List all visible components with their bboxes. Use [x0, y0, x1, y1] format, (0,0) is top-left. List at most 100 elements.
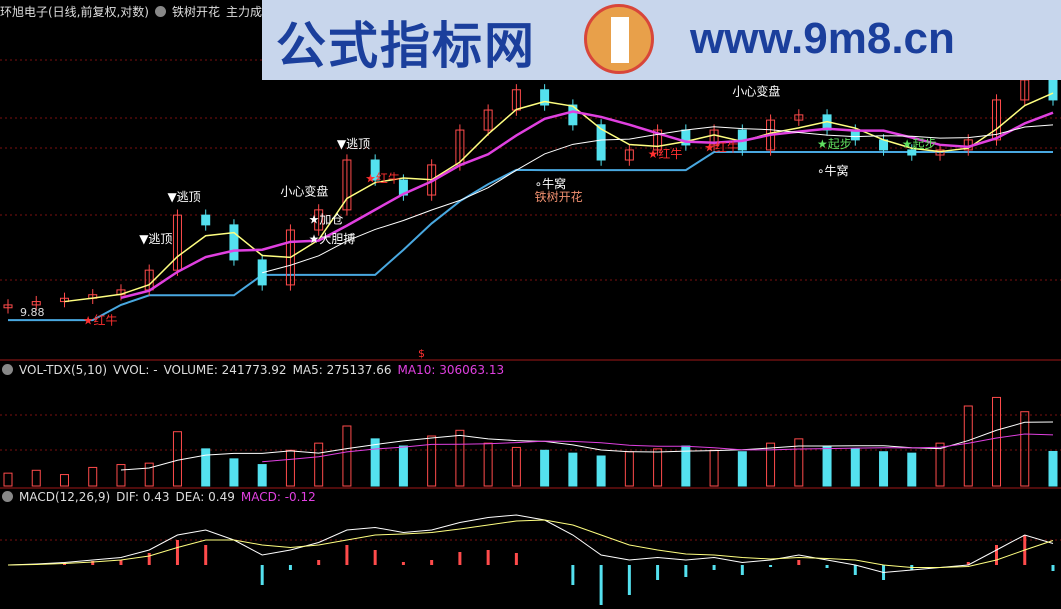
- signal-annotation: ★起步: [902, 137, 937, 151]
- volume-bar: [540, 449, 550, 487]
- candle-body: [1048, 79, 1058, 101]
- signal-annotation: ∘牛窝: [817, 163, 849, 178]
- volume-header: VOL-TDX(5,10) VVOL: - VOLUME: 241773.92 MA5…: [2, 363, 510, 377]
- candle-body: [992, 99, 1002, 141]
- stock-title: 环旭电子(日线,前复权,对数): [0, 5, 149, 19]
- volume-bar: [822, 445, 832, 487]
- signal-annotation: ★起步: [817, 137, 852, 151]
- volume-bar: [963, 405, 973, 487]
- volume-bar: [709, 449, 719, 487]
- ma-mid-line: [120, 110, 1054, 300]
- signal-annotation: ∘牛窝: [535, 176, 567, 191]
- volume-bar: [794, 438, 804, 487]
- candle-body: [229, 224, 239, 261]
- volume-bar: [3, 472, 13, 487]
- volume-menu-icon[interactable]: [2, 364, 13, 375]
- signal-annotation: ★红牛: [704, 139, 739, 154]
- volume-bar: [879, 451, 889, 487]
- signal-annotation: 小心变盘: [280, 183, 328, 198]
- volume-bar: [1020, 411, 1030, 487]
- volume-bar: [653, 448, 663, 487]
- ma10-value: MA10: 306063.13: [397, 363, 505, 377]
- signal-annotation: 铁树开花: [535, 189, 583, 204]
- volume-bar: [370, 438, 380, 487]
- signal-annotation: ★红牛: [83, 313, 118, 328]
- signal-annotation: 小心变盘: [732, 83, 780, 98]
- volume-bar: [88, 466, 98, 487]
- watermark-banner: 公式指标网 www.9m8.cn: [262, 0, 1061, 80]
- ma-long-line: [262, 124, 1054, 274]
- main-header: 环旭电子(日线,前复权,对数) 铁树开花 主力成本: [0, 3, 280, 20]
- candle-body: [172, 214, 182, 271]
- candle-body: [3, 304, 13, 309]
- support-line: [8, 151, 1053, 322]
- signal-annotation: ★红牛: [648, 146, 683, 161]
- indicator-name: 铁树开花: [172, 5, 221, 19]
- candle-body: [596, 124, 606, 161]
- candle-body: [314, 209, 324, 231]
- candle-body: [709, 129, 719, 146]
- volume-bar: [229, 458, 239, 487]
- signal-annotation: ▼逃顶: [337, 137, 370, 151]
- signal-annotation: ★加仓: [309, 212, 344, 226]
- volume-bar: [201, 448, 211, 487]
- volume-bar: [737, 451, 747, 487]
- volume-bar: [172, 431, 182, 487]
- volume-bar: [314, 442, 324, 487]
- volume-ma10-line: [262, 433, 1054, 463]
- macd-name: MACD(12,26,9): [19, 490, 111, 504]
- candle-body: [201, 214, 211, 226]
- candle-body: [540, 89, 550, 106]
- candle-body: [370, 159, 380, 181]
- candle-body: [624, 149, 634, 161]
- candle-body: [907, 149, 917, 156]
- signal-marker: $: [418, 347, 425, 360]
- candle-body: [31, 301, 41, 306]
- volume-bar: [31, 469, 41, 487]
- macd-header: MACD(12,26,9) DIF: 0.43 DEA: 0.49 MACD: -0.…: [2, 490, 322, 504]
- watermark-url: www.9m8.cn: [690, 14, 955, 63]
- volume-bar: [568, 452, 578, 487]
- volume-bar: [144, 462, 154, 487]
- ma5-value: MA5: 275137.66: [292, 363, 392, 377]
- indicator-menu-icon[interactable]: [155, 6, 166, 17]
- volume-bar: [511, 446, 521, 487]
- macd-value: MACD: -0.12: [240, 490, 316, 504]
- volume-bar: [455, 429, 465, 487]
- candle-body: [794, 114, 804, 121]
- volume-bar: [766, 442, 776, 487]
- candle-body: [342, 159, 352, 211]
- macd-menu-icon[interactable]: [2, 491, 13, 502]
- signal-annotation: ▼逃顶: [139, 232, 172, 246]
- dif-value: DIF: 0.43: [116, 490, 170, 504]
- volume-bar: [935, 442, 945, 487]
- candle-body: [568, 104, 578, 126]
- volume-bar: [681, 445, 691, 487]
- dif-line: [7, 514, 1054, 574]
- volume-value: VOLUME: 241773.92: [163, 363, 287, 377]
- ma-short-line: [64, 92, 1054, 303]
- low-price-label: 9.88: [20, 306, 45, 319]
- vvol-value: VVOL: -: [113, 363, 158, 377]
- volume-bar: [285, 449, 295, 487]
- candle-body: [653, 129, 663, 151]
- signal-annotation: ▼逃顶: [167, 190, 200, 204]
- candle-body: [483, 109, 493, 131]
- watermark-name: 公式指标网: [276, 17, 536, 75]
- volume-ma5-line: [120, 421, 1054, 471]
- volume-bar: [257, 464, 267, 487]
- volume-bar: [992, 396, 1002, 487]
- volume-bar: [624, 451, 634, 487]
- volume-bar: [59, 474, 69, 487]
- volume-bar: [398, 445, 408, 487]
- volume-name: VOL-TDX(5,10): [19, 363, 108, 377]
- volume-bar: [1048, 450, 1058, 487]
- volume-bar: [596, 455, 606, 487]
- dea-value: DEA: 0.49: [175, 490, 235, 504]
- signal-annotation: ★红牛: [365, 170, 400, 185]
- volume-bar: [427, 435, 437, 487]
- dea-line: [7, 519, 1054, 568]
- watermark-logo: [584, 4, 654, 74]
